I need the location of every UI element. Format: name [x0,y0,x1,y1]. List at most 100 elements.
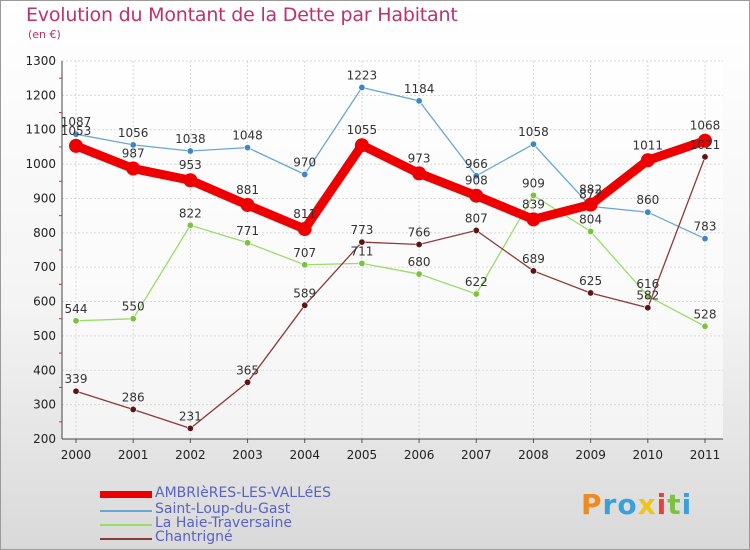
data-label: 1048 [232,129,263,143]
data-point [529,191,537,199]
x-tick-label: 2005 [347,448,378,462]
data-label: 689 [522,252,545,266]
legend-swatch-la-haie [100,524,152,526]
data-point [126,161,141,176]
data-label: 231 [179,409,202,423]
data-label: 528 [694,307,717,321]
y-tick-label: 1000 [25,157,56,171]
data-point [644,208,652,216]
series-1 [72,83,709,243]
data-point [69,138,83,153]
chart-title: Evolution du Montant de la Dette par Hab… [26,4,458,26]
data-point [129,141,137,149]
data-point [358,259,366,267]
legend-swatch-chantrigne [100,538,152,540]
y-tick-label: 300 [33,398,56,412]
data-point [240,197,255,212]
data-point [301,261,309,269]
x-tick-label: 2009 [575,448,606,462]
legend-label-chantrigne: Chantrigné [155,529,233,545]
data-point [472,226,480,234]
data-point [72,387,80,395]
data-point [529,267,537,275]
data-label: 1058 [518,125,549,139]
data-point [186,424,194,432]
y-tick-label: 200 [33,432,56,446]
y-tick-label: 700 [33,260,56,274]
data-label: 1056 [118,126,149,140]
legend-swatch-saint-loup [100,510,152,512]
data-label: 882 [579,183,602,197]
logo-letter: i [656,488,668,521]
data-label: 1184 [404,82,435,96]
data-label: 966 [465,157,488,171]
data-point [644,292,652,300]
data-point [469,188,484,203]
data-point [72,317,80,325]
series-3 [72,153,709,432]
line-chart: 200 300 400 500 600 700 800 900 1000 1100 1200 1300… [25,54,723,462]
data-label: 1053 [61,124,92,138]
data-label: 339 [65,372,88,386]
chart-subtitle: (en €) [28,28,61,41]
data-label: 365 [236,363,259,377]
data-point [526,212,541,227]
data-point [701,153,709,161]
logo-letter: i [681,488,693,521]
data-point [244,378,252,386]
plot-area [62,61,723,439]
data-point [186,221,194,229]
data-label: 622 [465,275,488,289]
data-point [415,241,423,249]
data-point [701,235,709,243]
data-label: 1055 [347,123,378,137]
data-point [72,130,80,138]
data-point [129,315,137,323]
x-tick-label: 2004 [289,448,320,462]
data-label: 766 [408,226,431,240]
data-point [244,239,252,247]
logo-letter: r [602,488,618,521]
data-point [412,166,427,181]
data-point [186,147,194,155]
logo-letter: P [581,488,603,521]
data-label: 625 [579,274,602,288]
data-label: 1087 [61,115,92,129]
data-label: 909 [522,176,545,190]
legend-label-saint-loup: Saint-Loup-du-Gast [155,501,291,517]
data-point [701,322,709,330]
y-tick-label: 800 [33,226,56,240]
series-line [75,156,706,430]
x-tick-label: 2002 [175,448,206,462]
data-label: 589 [293,286,316,300]
data-point [415,270,423,278]
data-point [640,153,655,168]
series-line [71,136,710,234]
data-label: 953 [179,158,202,172]
data-point [297,222,312,237]
data-label: 707 [293,246,316,260]
y-tick-label: 600 [33,295,56,309]
data-point [354,138,369,153]
data-point [472,290,480,298]
data-label: 970 [293,155,316,169]
data-label: 1223 [347,68,378,82]
data-point [583,197,598,212]
x-tick-label: 2007 [461,448,492,462]
data-label: 822 [179,206,202,220]
data-point [244,144,252,152]
data-label: 616 [636,277,659,291]
data-point [301,301,309,309]
data-label: 1021 [690,138,721,152]
proxiti-logo: Proxiti [581,488,692,521]
data-label: 711 [350,244,373,258]
data-label: 582 [636,289,659,303]
x-tick-label: 2006 [404,448,435,462]
data-label: 807 [465,211,488,225]
logo-letter: o [617,488,638,521]
logo-letter: t [667,488,682,521]
legend-swatch-ambrieres [100,491,152,498]
data-point [472,172,480,180]
data-label: 1011 [633,138,664,152]
data-label: 1068 [690,119,721,133]
